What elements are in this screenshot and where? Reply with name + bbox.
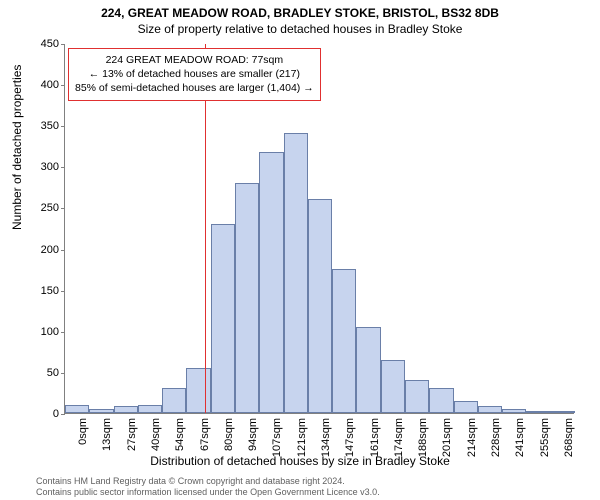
info-line-3: 85% of semi-detached houses are larger (… — [75, 81, 314, 95]
histogram-bar — [332, 269, 356, 413]
histogram-bar — [259, 152, 283, 413]
histogram-bar — [478, 406, 502, 413]
histogram-bar — [429, 388, 453, 413]
histogram-bar — [308, 199, 332, 413]
y-tick-label: 450 — [25, 38, 59, 50]
y-tick-label: 150 — [25, 285, 59, 297]
histogram-bar — [284, 133, 308, 413]
y-tick-label: 100 — [25, 326, 59, 338]
y-tick-label: 50 — [25, 367, 59, 379]
histogram-bar — [381, 360, 405, 413]
y-tick-label: 0 — [25, 408, 59, 420]
histogram-bar — [551, 411, 575, 413]
y-tick-label: 250 — [25, 202, 59, 214]
histogram-bar — [211, 224, 235, 413]
info-line-2: ← 13% of detached houses are smaller (21… — [75, 67, 314, 81]
histogram-bar — [186, 368, 210, 413]
chart-title-address: 224, GREAT MEADOW ROAD, BRADLEY STOKE, B… — [0, 0, 600, 20]
y-tick-label: 200 — [25, 244, 59, 256]
histogram-bar — [356, 327, 380, 413]
histogram-bar — [114, 406, 138, 413]
histogram-bar — [405, 380, 429, 413]
y-axis-label: Number of detached properties — [10, 65, 24, 230]
y-tick-label: 400 — [25, 79, 59, 91]
histogram-bar — [502, 409, 526, 413]
footer-attribution: Contains HM Land Registry data © Crown c… — [36, 476, 380, 499]
x-axis-label: Distribution of detached houses by size … — [0, 454, 600, 468]
histogram-bar — [235, 183, 259, 413]
footer-line-2: Contains public sector information licen… — [36, 487, 380, 498]
histogram-bar — [526, 411, 550, 413]
histogram-bar — [65, 405, 89, 413]
histogram-bar — [162, 388, 186, 413]
chart-title-subtitle: Size of property relative to detached ho… — [0, 20, 600, 40]
histogram-bar — [138, 405, 162, 413]
histogram-bar — [454, 401, 478, 413]
y-tick-label: 350 — [25, 120, 59, 132]
footer-line-1: Contains HM Land Registry data © Crown c… — [36, 476, 380, 487]
chart-plot-area: 0501001502002503003504004500sqm13sqm27sq… — [64, 44, 574, 414]
y-tick-label: 300 — [25, 161, 59, 173]
marker-info-box: 224 GREAT MEADOW ROAD: 77sqm ← 13% of de… — [68, 48, 321, 101]
histogram-bar — [89, 409, 113, 413]
info-line-1: 224 GREAT MEADOW ROAD: 77sqm — [75, 53, 314, 67]
